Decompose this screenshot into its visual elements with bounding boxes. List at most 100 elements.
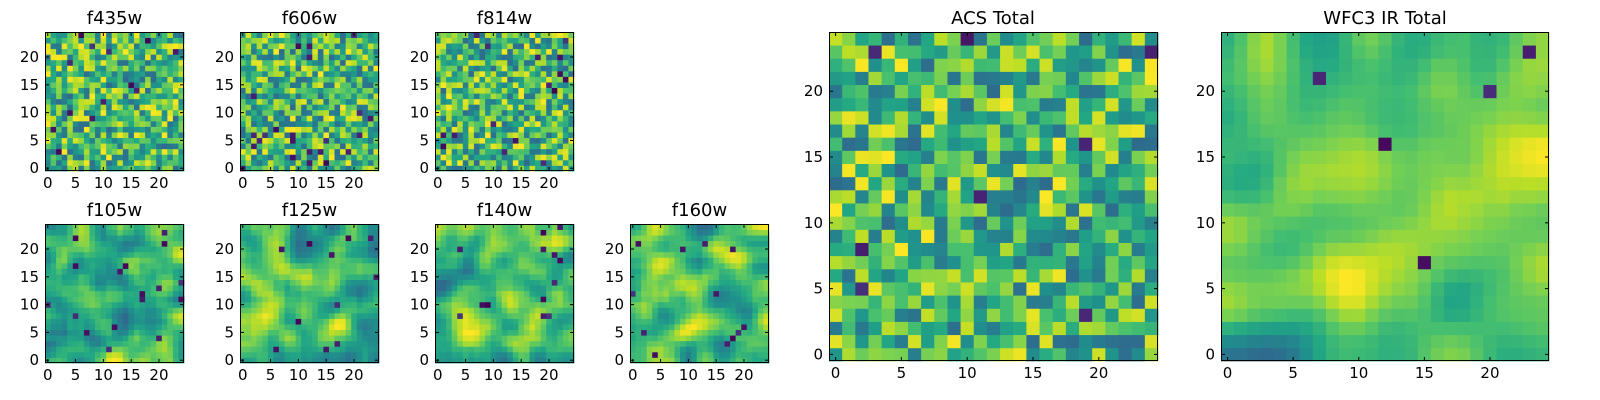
heatmap-cell	[546, 137, 553, 144]
heatmap-cell	[641, 318, 648, 325]
heatmap-cell	[161, 76, 168, 83]
heatmap-cell	[345, 120, 352, 127]
heatmap-cell	[557, 262, 564, 269]
heatmap-cell	[829, 282, 843, 296]
heatmap-cell	[730, 268, 737, 275]
heatmap-cell	[111, 240, 118, 247]
heatmap-cell	[523, 59, 530, 66]
heatmap-cell	[312, 262, 319, 269]
heatmap-cell	[273, 318, 280, 325]
heatmap-cell	[45, 318, 51, 325]
heatmap-cell	[868, 189, 883, 204]
heatmap-cell	[351, 296, 358, 303]
heatmap-cell	[251, 318, 258, 325]
heatmap-cell	[273, 98, 280, 105]
heatmap-cell	[562, 59, 569, 66]
heatmap-cell	[462, 37, 469, 44]
heatmap-cell	[340, 154, 347, 161]
heatmap-cell	[56, 87, 63, 94]
heatmap-cell	[340, 224, 347, 230]
heatmap-cell	[251, 340, 258, 347]
heatmap-cell	[512, 154, 519, 161]
heatmap-cell	[83, 54, 90, 61]
heatmap-cell	[512, 274, 519, 280]
heatmap-cell	[652, 335, 659, 342]
heatmap-cell	[367, 235, 374, 242]
heatmap-cell	[496, 109, 503, 116]
heatmap-cell	[479, 132, 486, 139]
heatmap-cell	[741, 296, 748, 303]
heatmap-cell	[718, 279, 725, 286]
heatmap-cell	[161, 82, 168, 88]
heatmap-cell	[156, 70, 163, 77]
heatmap-cell	[367, 104, 374, 111]
heatmap-cell	[641, 251, 648, 258]
heatmap-cell	[451, 246, 458, 253]
heatmap-cell	[557, 235, 564, 242]
heatmap-cell	[61, 148, 68, 155]
heatmap-cell	[278, 224, 285, 230]
heatmap-cell	[301, 262, 308, 269]
heatmap-cell	[535, 76, 542, 83]
heatmap-cell	[512, 159, 519, 166]
heatmap-cell	[145, 43, 152, 50]
heatmap-cell	[312, 48, 319, 55]
heatmap-cell	[446, 312, 453, 319]
heatmap-cell	[540, 143, 547, 150]
heatmap-cell	[117, 70, 124, 77]
heatmap-cell	[529, 132, 536, 139]
heatmap-cell	[562, 240, 569, 247]
heatmap-cell	[284, 132, 291, 139]
heatmap-cell	[117, 43, 124, 50]
heatmap-cell	[145, 257, 152, 264]
heatmap-cell	[83, 48, 90, 55]
heatmap-cell	[735, 351, 742, 358]
heatmap-cell	[435, 65, 441, 72]
heatmap-cell	[829, 242, 843, 257]
heatmap-cell	[707, 285, 714, 292]
heatmap-cell	[462, 229, 469, 236]
heatmap-cell	[473, 93, 480, 100]
heatmap-cell	[894, 334, 909, 349]
heatmap-cell	[473, 59, 480, 66]
heatmap-cell	[78, 82, 85, 88]
heatmap-cell	[106, 65, 113, 72]
heatmap-cell	[562, 312, 569, 319]
heatmap-cell	[479, 318, 486, 325]
heatmap-cell	[702, 246, 709, 253]
heatmap-cell	[328, 132, 335, 139]
heatmap-cell	[290, 154, 296, 161]
heatmap-cell	[362, 109, 369, 116]
heatmap-cell	[367, 312, 374, 319]
heatmap-cell	[1092, 334, 1106, 349]
heatmap-cell	[485, 76, 491, 83]
heatmap-cell	[652, 257, 659, 264]
heatmap-cell	[317, 324, 324, 331]
heatmap-cell	[367, 329, 374, 336]
heatmap-cell	[139, 76, 146, 83]
heatmap-cell	[635, 312, 642, 319]
heatmap-cell	[340, 104, 347, 111]
heatmap-cell	[362, 274, 369, 280]
heatmap-cell	[435, 48, 441, 55]
heatmap-cell	[117, 312, 124, 319]
heatmap-cell	[718, 335, 725, 342]
heatmap-cell	[273, 268, 280, 275]
heatmap-cell	[328, 109, 335, 116]
heatmap-cell	[646, 351, 653, 358]
heatmap-cell	[468, 262, 475, 269]
heatmap-cell	[986, 242, 1001, 257]
heatmap-cell	[172, 240, 179, 247]
heatmap-cell	[496, 312, 503, 319]
heatmap-cell	[61, 290, 68, 297]
heatmap-cell	[763, 268, 770, 275]
heatmap-cell	[301, 159, 308, 166]
heatmap-cell	[284, 137, 291, 144]
heatmap-cell	[568, 351, 575, 358]
heatmap-cell	[986, 176, 1001, 191]
heatmap-cell	[150, 290, 157, 297]
heatmap-cell	[83, 235, 90, 242]
heatmap-cell	[312, 59, 319, 66]
heatmap-cell	[362, 54, 369, 61]
heatmap-cell	[100, 235, 107, 242]
